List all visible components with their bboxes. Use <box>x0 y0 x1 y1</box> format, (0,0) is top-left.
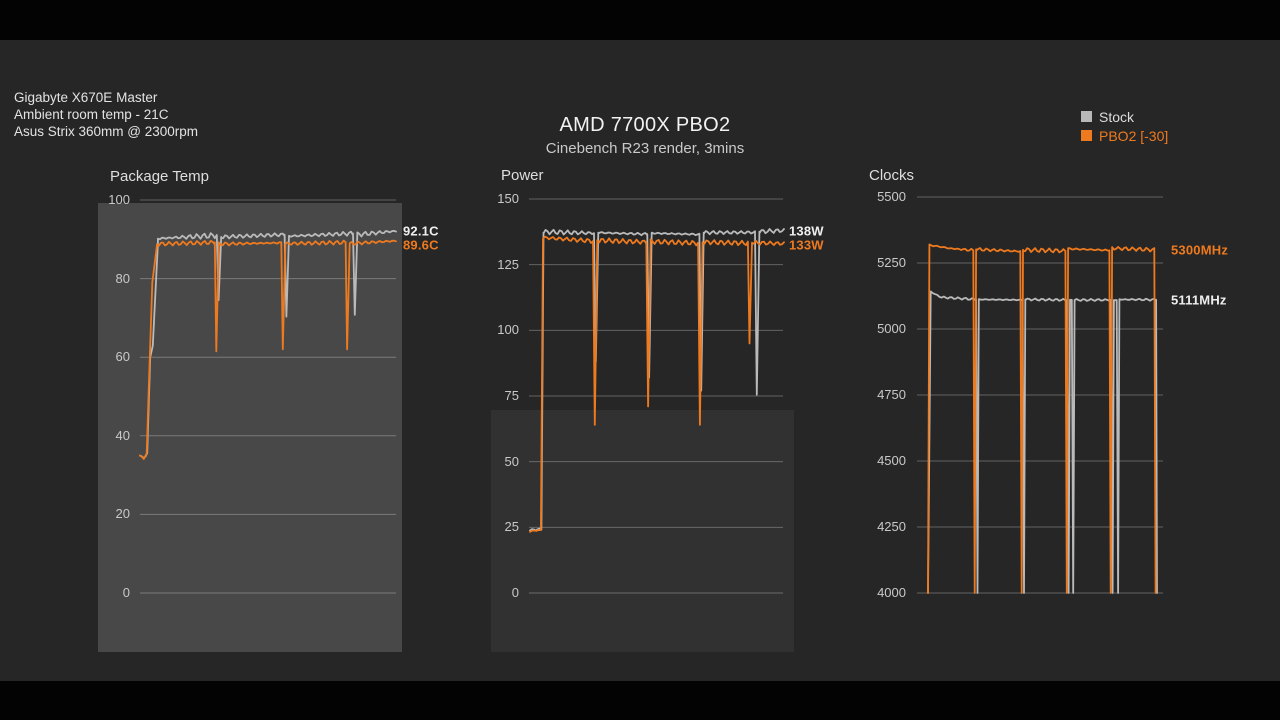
system-info-line-1: Gigabyte X670E Master <box>14 90 158 105</box>
pbo2-swatch-icon <box>1081 130 1092 141</box>
system-info-line-3: Asus Strix 360mm @ 2300rpm <box>14 124 199 139</box>
page-title: AMD 7700X PBO2 <box>559 114 731 136</box>
stock-swatch-icon <box>1081 111 1092 122</box>
series-line-stock <box>139 229 397 460</box>
series-line-pbo2-30- <box>927 243 1157 594</box>
legend-item-stock: Stock <box>1081 107 1168 126</box>
series-line-stock <box>927 290 1158 594</box>
system-info-line-2: Ambient room temp - 21C <box>14 107 169 122</box>
system-info: Gigabyte X670E Master Ambient room temp … <box>14 89 198 140</box>
series-line-pbo2-30- <box>529 235 785 533</box>
page-subtitle: Cinebench R23 render, 3mins <box>545 140 745 157</box>
series-line-stock <box>529 228 785 532</box>
series-line-pbo2-30- <box>139 239 397 460</box>
legend: Stock PBO2 [-30] <box>1081 107 1168 145</box>
legend-label-stock: Stock <box>1099 108 1135 125</box>
legend-item-pbo2: PBO2 [-30] <box>1081 126 1168 145</box>
legend-label-pbo2: PBO2 [-30] <box>1099 127 1169 144</box>
